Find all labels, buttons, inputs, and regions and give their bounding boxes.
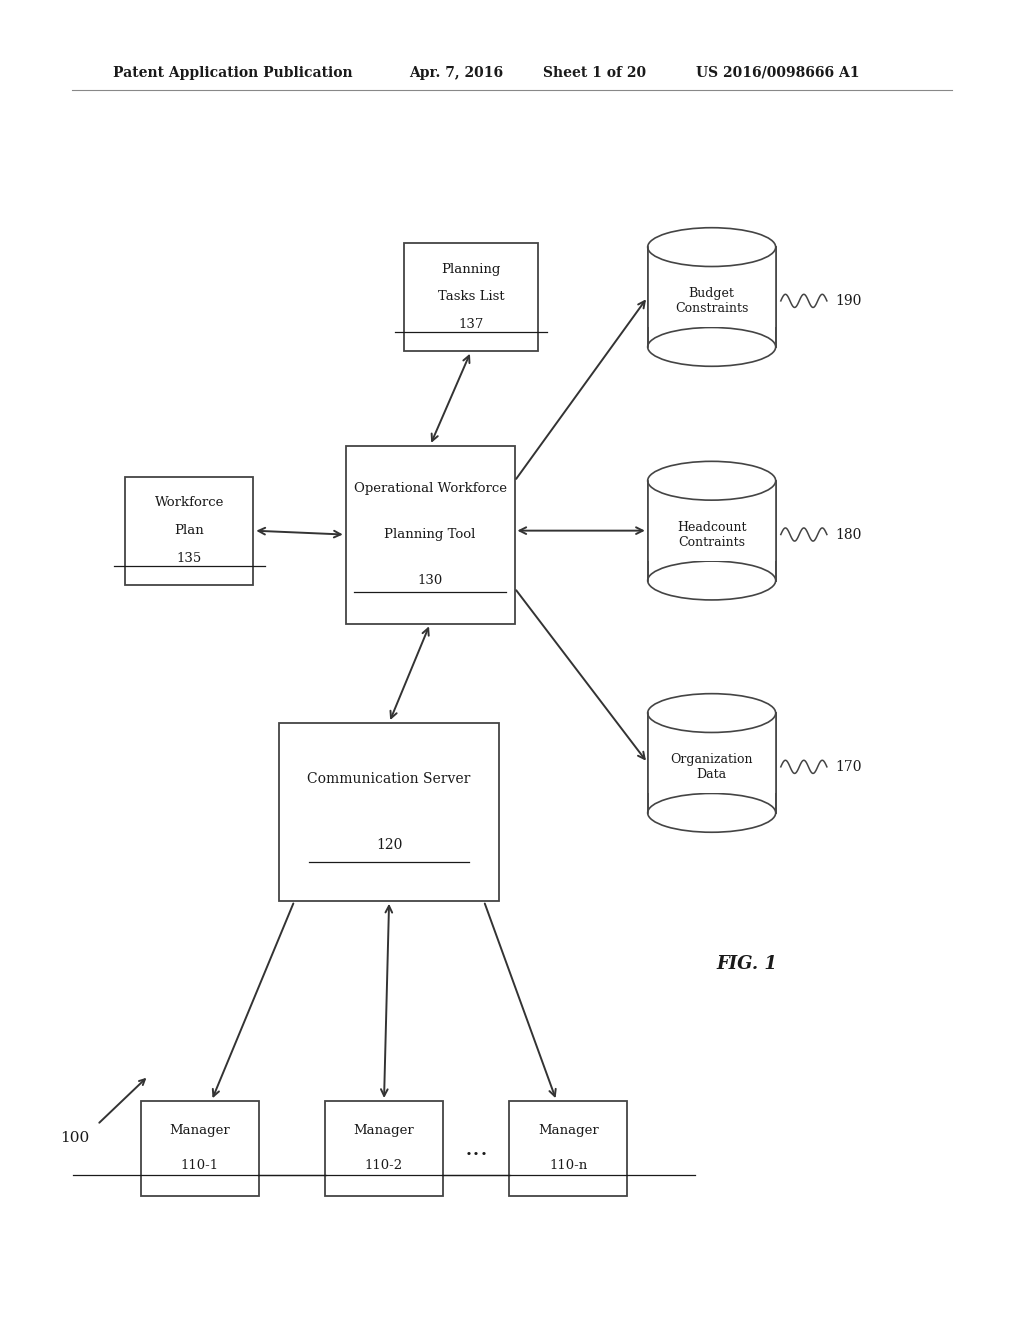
- Bar: [345, 446, 514, 624]
- Text: 110-n: 110-n: [549, 1159, 588, 1172]
- Text: 170: 170: [836, 760, 861, 774]
- Bar: [647, 713, 776, 793]
- Ellipse shape: [647, 327, 776, 366]
- Bar: [647, 480, 776, 561]
- Bar: [404, 243, 538, 351]
- Text: Planning Tool: Planning Tool: [384, 528, 476, 541]
- Text: 137: 137: [459, 318, 483, 331]
- Bar: [647, 247, 776, 327]
- Text: Plan: Plan: [174, 524, 205, 537]
- Text: Patent Application Publication: Patent Application Publication: [113, 66, 352, 79]
- Text: Manager: Manager: [353, 1125, 415, 1138]
- Text: Workforce: Workforce: [155, 496, 224, 510]
- Text: 135: 135: [177, 552, 202, 565]
- Bar: [510, 1101, 627, 1196]
- Text: 110-2: 110-2: [365, 1159, 403, 1172]
- Text: 110-1: 110-1: [180, 1159, 219, 1172]
- Text: Organization
Data: Organization Data: [671, 752, 753, 781]
- Text: 130: 130: [418, 574, 442, 587]
- Text: 190: 190: [836, 294, 861, 308]
- Bar: [279, 722, 500, 900]
- Ellipse shape: [647, 227, 776, 267]
- Text: Apr. 7, 2016: Apr. 7, 2016: [410, 66, 504, 79]
- Text: US 2016/0098666 A1: US 2016/0098666 A1: [696, 66, 860, 79]
- Text: Operational Workforce: Operational Workforce: [353, 482, 507, 495]
- Text: Budget
Constraints: Budget Constraints: [675, 286, 749, 315]
- Bar: [647, 713, 776, 813]
- Text: 180: 180: [836, 528, 861, 541]
- Text: Communication Server: Communication Server: [307, 772, 471, 785]
- Text: Headcount
Contraints: Headcount Contraints: [677, 520, 746, 549]
- Text: Tasks List: Tasks List: [437, 290, 505, 304]
- Text: Sheet 1 of 20: Sheet 1 of 20: [543, 66, 646, 79]
- Text: 100: 100: [60, 1131, 89, 1144]
- Bar: [125, 477, 254, 585]
- Bar: [326, 1101, 442, 1196]
- Ellipse shape: [647, 693, 776, 733]
- Text: Manager: Manager: [538, 1125, 599, 1138]
- Bar: [647, 247, 776, 347]
- Ellipse shape: [647, 462, 776, 500]
- Text: Manager: Manager: [169, 1125, 230, 1138]
- Ellipse shape: [647, 561, 776, 599]
- Text: Planning: Planning: [441, 263, 501, 276]
- Text: 120: 120: [376, 838, 402, 851]
- Text: ...: ...: [464, 1137, 488, 1160]
- Text: FIG. 1: FIG. 1: [717, 954, 777, 973]
- Bar: [647, 480, 776, 581]
- Bar: [141, 1101, 258, 1196]
- Ellipse shape: [647, 793, 776, 833]
